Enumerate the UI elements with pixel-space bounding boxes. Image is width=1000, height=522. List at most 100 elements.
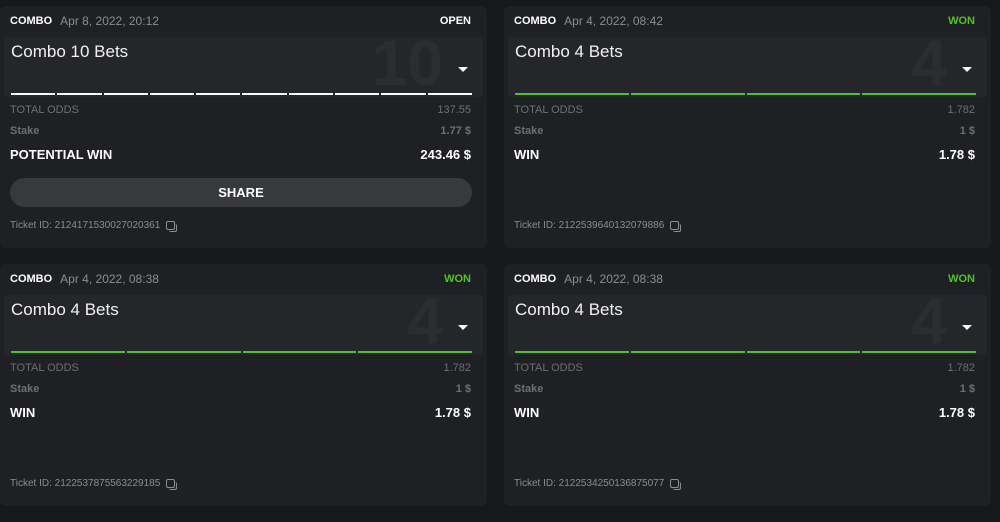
bet-ticket-card: COMBO Apr 4, 2022, 08:38 WON 4 Combo 4 B… <box>504 264 991 506</box>
leg-count-watermark: 4 <box>407 295 443 355</box>
leg-indicator <box>515 351 629 353</box>
total-odds-row: TOTAL ODDS 1.782 <box>514 362 975 374</box>
win-row: WIN 1.78 $ <box>514 147 975 162</box>
stake-row: Stake 1 $ <box>514 125 975 137</box>
bet-title: Combo 10 Bets <box>11 42 129 61</box>
bet-title: Combo 4 Bets <box>11 300 119 319</box>
chevron-down-icon[interactable] <box>458 67 468 72</box>
status-badge: OPEN <box>439 15 471 27</box>
ticket-id-text: Ticket ID: 2124171530027020361 <box>10 220 161 231</box>
status-badge: WON <box>948 273 975 285</box>
total-odds-label: TOTAL ODDS <box>514 104 583 116</box>
bet-date: Apr 4, 2022, 08:38 <box>564 272 663 286</box>
total-odds-row: TOTAL ODDS 1.782 <box>10 362 471 374</box>
leg-count-watermark: 4 <box>911 295 947 355</box>
leg-indicator <box>126 351 241 353</box>
stake-value: 1.77 $ <box>440 125 471 137</box>
win-value: 1.78 $ <box>938 147 975 162</box>
ticket-id: Ticket ID: 2122537875563229185 <box>10 478 178 490</box>
bet-date: Apr 8, 2022, 20:12 <box>60 14 159 28</box>
leg-indicator <box>515 93 629 95</box>
ticket-id-text: Ticket ID: 2122539640132079886 <box>514 220 665 231</box>
total-odds-row: TOTAL ODDS 137.55 <box>10 104 471 116</box>
copy-icon[interactable] <box>670 479 682 490</box>
ticket-header: COMBO Apr 4, 2022, 08:38 WON <box>10 272 471 286</box>
ticket-header: COMBO Apr 4, 2022, 08:42 WON <box>514 14 975 28</box>
chevron-down-icon[interactable] <box>962 325 972 330</box>
status-badge: WON <box>948 15 975 27</box>
chevron-down-icon[interactable] <box>962 67 972 72</box>
win-label: WIN <box>514 147 540 162</box>
copy-icon[interactable] <box>166 479 178 490</box>
leg-count-watermark: 10 <box>371 37 443 97</box>
total-odds-label: TOTAL ODDS <box>10 362 79 374</box>
total-odds-label: TOTAL ODDS <box>10 104 79 116</box>
leg-indicator <box>242 351 357 353</box>
stake-label: Stake <box>514 383 544 395</box>
leg-indicator <box>862 93 976 95</box>
total-odds-value: 1.782 <box>947 104 975 116</box>
leg-indicator <box>746 351 861 353</box>
bet-selections-toggle[interactable]: 4 Combo 4 Bets <box>508 37 987 97</box>
bet-selections-toggle[interactable]: 10 Combo 10 Bets <box>4 37 483 97</box>
leg-indicator <box>149 93 195 95</box>
legs-progress <box>515 93 976 95</box>
leg-count-watermark: 4 <box>911 37 947 97</box>
leg-indicator <box>427 93 472 95</box>
ticket-id: Ticket ID: 2124171530027020361 <box>10 220 178 232</box>
bet-title: Combo 4 Bets <box>515 42 623 61</box>
bet-type: COMBO <box>10 273 53 285</box>
stake-value: 1 $ <box>959 383 975 395</box>
stake-row: Stake 1 $ <box>10 383 471 395</box>
legs-progress <box>515 351 976 353</box>
leg-indicator <box>746 93 861 95</box>
stake-row: Stake 1.77 $ <box>10 125 471 137</box>
win-value: 243.46 $ <box>420 147 471 162</box>
bet-title: Combo 4 Bets <box>515 300 623 319</box>
ticket-id: Ticket ID: 2122539640132079886 <box>514 220 682 232</box>
leg-indicator <box>103 93 148 95</box>
bet-type: COMBO <box>514 273 557 285</box>
status-badge: WON <box>444 273 471 285</box>
bet-selections-toggle[interactable]: 4 Combo 4 Bets <box>4 295 483 355</box>
copy-icon[interactable] <box>670 221 682 232</box>
copy-icon[interactable] <box>166 221 178 232</box>
total-odds-value: 1.782 <box>443 362 471 374</box>
ticket-id: Ticket ID: 2122534250136875077 <box>514 478 682 490</box>
total-odds-value: 1.782 <box>947 362 975 374</box>
bet-ticket-card: COMBO Apr 4, 2022, 08:38 WON 4 Combo 4 B… <box>0 264 487 506</box>
stake-value: 1 $ <box>455 383 471 395</box>
total-odds-value: 137.55 <box>437 104 471 116</box>
ticket-id-text: Ticket ID: 2122534250136875077 <box>514 478 665 489</box>
leg-indicator <box>862 351 976 353</box>
stake-value: 1 $ <box>959 125 975 137</box>
bet-selections-toggle[interactable]: 4 Combo 4 Bets <box>508 295 987 355</box>
win-label: WIN <box>514 405 540 420</box>
win-row: POTENTIAL WIN 243.46 $ <box>10 147 471 162</box>
win-row: WIN 1.78 $ <box>514 405 975 420</box>
share-button[interactable]: SHARE <box>10 178 472 207</box>
leg-indicator <box>630 351 745 353</box>
bet-ticket-card: COMBO Apr 4, 2022, 08:42 WON 4 Combo 4 B… <box>504 6 991 248</box>
win-value: 1.78 $ <box>938 405 975 420</box>
leg-indicator <box>242 93 287 95</box>
ticket-header: COMBO Apr 4, 2022, 08:38 WON <box>514 272 975 286</box>
chevron-down-icon[interactable] <box>458 325 468 330</box>
leg-indicator <box>381 93 426 95</box>
stake-row: Stake 1 $ <box>514 383 975 395</box>
bet-date: Apr 4, 2022, 08:38 <box>60 272 159 286</box>
bet-date: Apr 4, 2022, 08:42 <box>564 14 663 28</box>
total-odds-row: TOTAL ODDS 1.782 <box>514 104 975 116</box>
legs-progress <box>11 93 472 95</box>
leg-indicator <box>57 93 102 95</box>
leg-indicator <box>11 93 56 95</box>
leg-indicator <box>335 93 380 95</box>
win-row: WIN 1.78 $ <box>10 405 471 420</box>
stake-label: Stake <box>10 125 40 137</box>
leg-indicator <box>196 93 241 95</box>
win-value: 1.78 $ <box>434 405 471 420</box>
stake-label: Stake <box>514 125 544 137</box>
bet-type: COMBO <box>514 15 557 27</box>
total-odds-label: TOTAL ODDS <box>514 362 583 374</box>
leg-indicator <box>358 351 472 353</box>
